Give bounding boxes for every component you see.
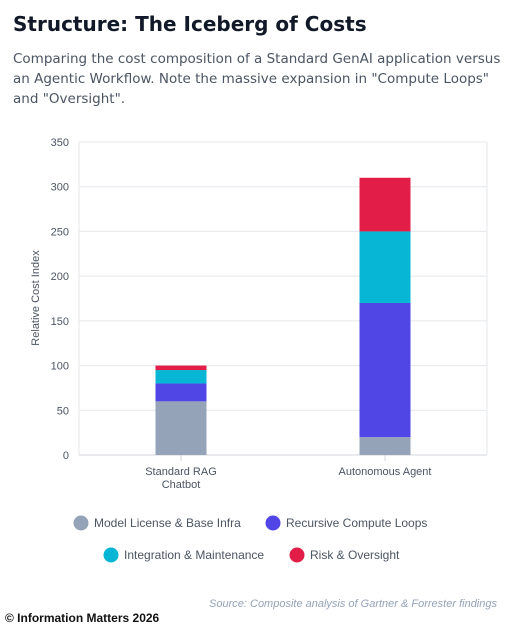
bar-segment [359,231,411,303]
legend-swatch [73,515,89,531]
legend-label: Recursive Compute Loops [286,516,427,530]
y-tick-label: 50 [57,405,69,417]
legend-swatch [265,515,281,531]
y-tick-label: 150 [51,316,69,328]
copyright-notice: © Information Matters 2026 [5,611,160,625]
legend: Model License & Base Infra Recursive Comp… [73,515,427,563]
bar-segment [155,401,207,455]
x-tick-label: Chatbot [162,479,201,491]
x-tick-label: Autonomous Agent [339,466,432,478]
legend-swatch [103,547,119,563]
source-note: Source: Composite analysis of Gartner & … [209,598,497,610]
y-tick-label: 350 [51,137,69,149]
y-tick-label: 100 [51,361,69,373]
bar-segment [359,177,411,232]
chart-title: Structure: The Iceberg of Costs [13,12,367,36]
bar-segment [359,302,411,438]
y-tick-label: 250 [51,226,69,238]
chart-subtitle: Comparing the cost composition of a Stan… [13,51,501,107]
y-axis-title: Relative Cost Index [30,250,42,346]
bar-segment [155,365,207,371]
grid-lines [78,141,488,456]
bars [155,177,411,455]
legend-swatch [289,547,305,563]
x-tick-label: Standard RAG [145,466,217,478]
y-tick-label: 300 [51,182,69,194]
bar-segment [155,383,207,402]
legend-label: Integration & Maintenance [124,548,264,562]
legend-label: Model License & Base Infra [94,516,241,530]
bar-segment [359,437,411,455]
bar-segment [155,370,207,384]
y-axis-ticks: 0 50 100 150 200 250 300 350 [51,137,69,462]
y-tick-label: 0 [63,450,69,462]
y-tick-label: 200 [51,271,69,283]
legend-label: Risk & Oversight [310,548,400,562]
